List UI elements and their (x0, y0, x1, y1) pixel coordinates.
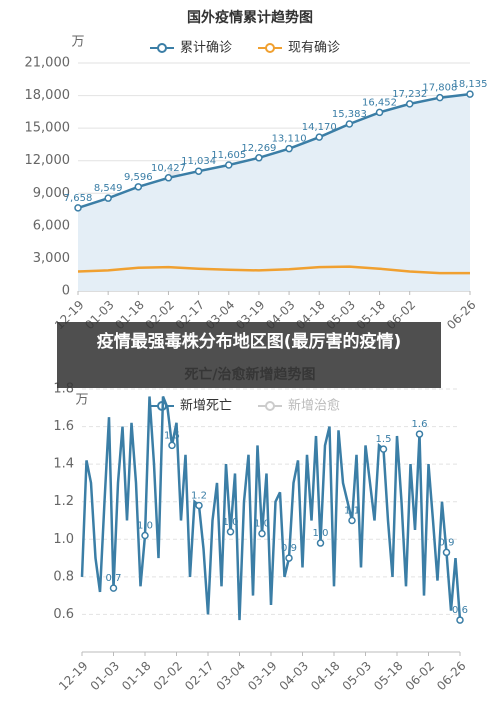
point (164, 174, 173, 182)
point (436, 93, 444, 102)
value-label: 11,034 (181, 156, 216, 167)
value-label: 1.6 (412, 419, 428, 430)
value-label: 7,658 (64, 193, 93, 204)
point (285, 144, 293, 153)
value-label: 1.0 (313, 528, 329, 539)
value-label: 17,808 (422, 83, 457, 94)
line (80, 396, 462, 621)
point (194, 167, 203, 175)
line (77, 92, 471, 210)
point (141, 531, 149, 540)
y-tick-label: 21,000 (25, 56, 71, 71)
y-tick-label: 12,000 (25, 153, 71, 168)
point (466, 90, 474, 98)
x-tick-label: 05-03 (340, 659, 375, 694)
legend-marker (265, 401, 275, 411)
value-label: 8,549 (94, 183, 123, 194)
point (442, 548, 451, 557)
x-tick-label: 02-17 (182, 659, 217, 694)
x-tick-label: 01-03 (88, 659, 123, 694)
y-unit: 万 (75, 393, 88, 408)
y-tick-label: 15,000 (25, 121, 71, 136)
y-tick-label: 9,000 (33, 186, 70, 201)
y-tick-label: 0 (62, 284, 70, 299)
line (77, 265, 470, 275)
point (379, 445, 388, 453)
point (345, 120, 354, 128)
value-label: 13,110 (272, 134, 307, 145)
value-label: 10,427 (151, 163, 186, 174)
x-tick-label: 04-03 (277, 659, 312, 694)
legend-label: 新增死亡 (180, 398, 232, 414)
caption: 疫情最强毒株分布地区图(最厉害的疫情) (57, 322, 441, 388)
x-tick-label: 04-18 (308, 659, 343, 694)
y-tick-label: 1.0 (53, 532, 74, 547)
value-label: 9,596 (124, 172, 153, 183)
legend-marker (157, 43, 167, 53)
point (104, 194, 112, 202)
chart-title: 国外疫情累计趋势图 (187, 9, 313, 26)
y-tick-label: 0.6 (53, 607, 74, 622)
point (258, 529, 266, 538)
value-label: 0.7 (106, 573, 122, 584)
point (225, 161, 233, 169)
point (255, 154, 263, 162)
area (78, 94, 470, 291)
point (109, 584, 118, 592)
value-label: 17,232 (392, 89, 427, 100)
point (456, 616, 464, 624)
point (134, 183, 143, 191)
x-tick-label: 03-19 (245, 659, 280, 694)
point (315, 133, 323, 141)
point (348, 516, 356, 525)
value-label: 18,135 (453, 79, 488, 90)
x-tick-label: 06-26 (444, 298, 479, 333)
x-tick-label: 03-04 (214, 659, 249, 694)
x-tick-label: 05-18 (371, 659, 406, 694)
point (405, 100, 414, 108)
value-label: 1.0 (254, 519, 270, 530)
value-label: 12,269 (241, 143, 276, 154)
point (285, 554, 293, 562)
value-label: 1.0 (137, 521, 153, 532)
value-label: 1.5 (376, 434, 392, 445)
point (226, 528, 235, 536)
y-tick-label: 18,000 (25, 88, 71, 103)
legend-label: 累计确诊 (180, 41, 232, 56)
point (375, 108, 384, 117)
y-unit: 万 (71, 35, 84, 50)
point (316, 539, 325, 547)
point (168, 441, 176, 450)
value-label: 11,605 (211, 150, 246, 161)
value-label: 1.2 (191, 490, 207, 501)
value-label: 16,452 (362, 97, 397, 108)
y-tick-label: 0.8 (53, 569, 74, 584)
x-tick-label: 01-18 (119, 659, 154, 694)
value-label: 14,170 (302, 122, 337, 133)
value-label: 1.0 (223, 517, 239, 528)
value-label: 0.9 (281, 543, 297, 554)
value-label: 0.6 (452, 605, 468, 616)
point (195, 501, 203, 510)
y-tick-label: 1.6 (53, 419, 74, 434)
value-label: 15,383 (332, 109, 367, 120)
legend-label: 新增治愈 (288, 398, 340, 414)
y-tick-label: 1.4 (53, 457, 74, 472)
point (415, 430, 424, 438)
y-tick-label: 3,000 (33, 251, 70, 266)
legend-marker (265, 43, 275, 53)
y-tick-label: 6,000 (33, 218, 70, 233)
x-tick-label: 06-26 (434, 659, 469, 694)
x-tick-label: 02-02 (151, 659, 186, 694)
value-label: 0.9 (439, 537, 455, 548)
legend-label: 现有确诊 (288, 41, 340, 56)
y-tick-label: 1.2 (53, 494, 74, 509)
x-tick-label: 06-02 (403, 659, 438, 694)
point (74, 204, 82, 212)
value-label: 1.5 (164, 430, 180, 441)
x-tick-label: 12-19 (56, 659, 91, 694)
value-label: 1.1 (344, 506, 360, 517)
